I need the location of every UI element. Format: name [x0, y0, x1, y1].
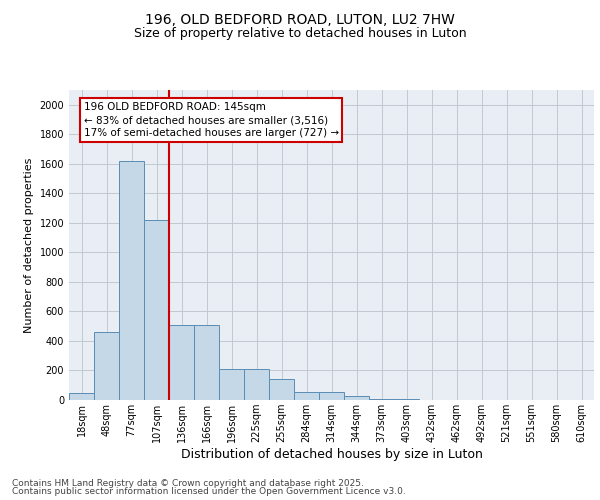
Text: 196, OLD BEDFORD ROAD, LUTON, LU2 7HW: 196, OLD BEDFORD ROAD, LUTON, LU2 7HW: [145, 12, 455, 26]
Bar: [294, 392, 319, 400]
Text: 196 OLD BEDFORD ROAD: 145sqm
← 83% of detached houses are smaller (3,516)
17% of: 196 OLD BEDFORD ROAD: 145sqm ← 83% of de…: [83, 102, 338, 138]
Bar: [194, 324, 219, 400]
Bar: [69, 392, 94, 400]
Bar: [369, 398, 394, 400]
Bar: [244, 369, 269, 400]
Text: Size of property relative to detached houses in Luton: Size of property relative to detached ho…: [134, 28, 466, 40]
Y-axis label: Number of detached properties: Number of detached properties: [24, 158, 34, 332]
Bar: [144, 220, 169, 400]
Bar: [344, 396, 369, 400]
Bar: [319, 392, 344, 400]
Text: Contains public sector information licensed under the Open Government Licence v3: Contains public sector information licen…: [12, 487, 406, 496]
Bar: [269, 380, 294, 400]
Bar: [119, 161, 144, 400]
Bar: [169, 324, 194, 400]
Bar: [94, 332, 119, 400]
Bar: [219, 369, 244, 400]
X-axis label: Distribution of detached houses by size in Luton: Distribution of detached houses by size …: [181, 448, 482, 461]
Text: Contains HM Land Registry data © Crown copyright and database right 2025.: Contains HM Land Registry data © Crown c…: [12, 478, 364, 488]
